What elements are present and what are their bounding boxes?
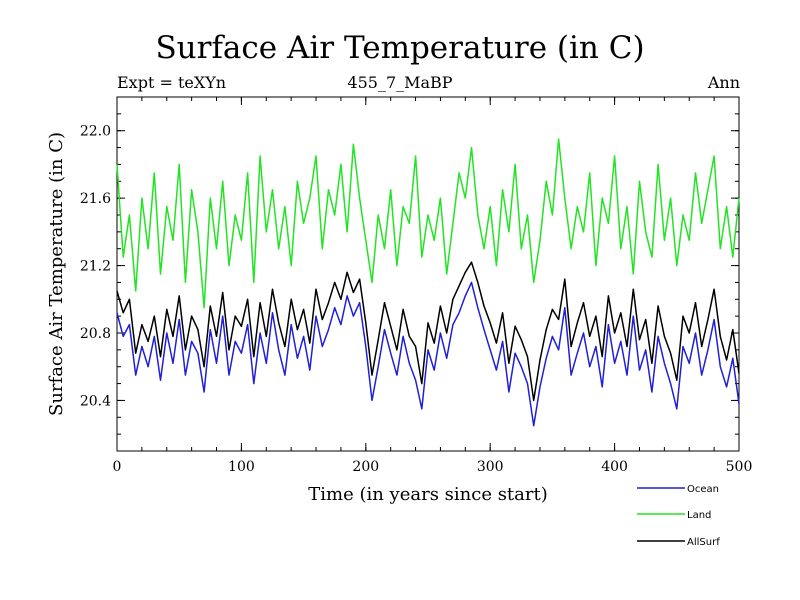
x-tick-label: 0 xyxy=(113,459,122,475)
y-tick-label: 22.0 xyxy=(80,124,111,140)
series-lines xyxy=(116,138,740,427)
series-line-land xyxy=(116,138,740,309)
x-tick-label: 300 xyxy=(477,459,504,475)
legend-label-land: Land xyxy=(687,510,711,521)
y-tick-label: 20.8 xyxy=(80,326,111,342)
legend-label-allsurf: AllSurf xyxy=(687,537,720,548)
plot-area xyxy=(116,96,740,452)
legend: Ocean Land AllSurf xyxy=(637,484,720,548)
y-axis-label: Surface Air Temperature (in C) xyxy=(46,132,67,416)
period-label: 455_7_MaBP xyxy=(347,73,453,92)
series-line-allsurf xyxy=(116,261,740,402)
legend-label-ocean: Ocean xyxy=(687,484,719,495)
chart-title: Surface Air Temperature (in C) xyxy=(155,30,645,66)
y-tick-label: 21.2 xyxy=(80,259,111,275)
x-tick-label: 500 xyxy=(726,459,753,475)
x-axis-label: Time (in years since start) xyxy=(308,484,548,505)
y-tick-label: 21.6 xyxy=(80,191,111,207)
experiment-label: Expt = teXYn xyxy=(117,73,227,92)
x-tick-label: 100 xyxy=(228,459,255,475)
x-tick-label: 200 xyxy=(352,459,379,475)
y-tick-label: 20.4 xyxy=(80,393,111,409)
axis-ticks: 0 100 200 300 400 500 20.4 20.8 21.2 21.6 22.0 xyxy=(80,96,753,475)
series-line-ocean xyxy=(116,281,740,427)
season-label: Ann xyxy=(707,73,740,92)
x-tick-label: 400 xyxy=(601,459,628,475)
